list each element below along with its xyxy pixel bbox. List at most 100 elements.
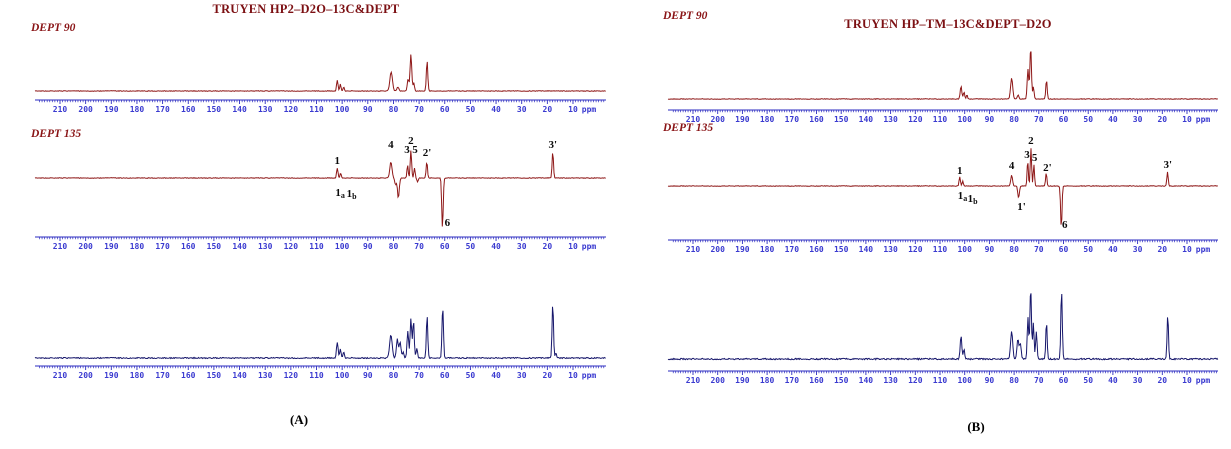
axis-a-dept90: 210 200 190 180 170 160 150 140 130 120 110 100 90 80… [35, 99, 606, 114]
axis-tick-label: 160 [181, 242, 196, 251]
axis-tick-label: 100 [335, 105, 350, 114]
spectrum-trace [34, 150, 606, 227]
axis-tick-label: 190 [735, 245, 750, 254]
panel-b-letter: (B) [967, 419, 985, 434]
axis-b-dept90: 210 200 190 180 170 160 150 140 130 120 110 100 90 80… [668, 109, 1218, 124]
axis-tick-label: 60 [1059, 115, 1069, 124]
peak-label-3: 3 [1024, 149, 1030, 161]
axis-tick-label: 180 [130, 105, 145, 114]
axis-tick-label: 50 [1083, 245, 1093, 254]
axis-tick-label: 100 [957, 115, 972, 124]
axis-tick-label: 170 [785, 376, 800, 385]
axis-tick-label: 60 [1059, 376, 1069, 385]
axis-tick-label: 100 [957, 376, 972, 385]
axis-a-dept135: 210 200 190 180 170 160 150 140 130 120 110 100 90 80… [35, 236, 606, 251]
peak-label-4: 4 [1009, 160, 1015, 172]
peak-label-2p: 2' [1043, 162, 1052, 174]
axis-tick-label: 130 [883, 376, 898, 385]
axis-tick-label: 20 [543, 371, 553, 380]
spectrum-trace [667, 293, 1219, 361]
axis-tick-label: 160 [809, 115, 824, 124]
axis-tick-label: 110 [309, 242, 324, 251]
axis-tick-label: 80 [389, 242, 399, 251]
axis-tick-label: 40 [491, 371, 501, 380]
axis-tick-label: 50 [1083, 115, 1093, 124]
spectrum-trace [667, 148, 1219, 225]
peak-label-1b: 1b [347, 188, 358, 201]
axis-tick-label: 50 [466, 371, 476, 380]
axis-tick-label: 160 [181, 105, 196, 114]
axis-tick-label: 150 [207, 371, 222, 380]
axis-tick-label: 200 [78, 242, 93, 251]
axis-tick-label: 120 [284, 371, 299, 380]
axis-tick-label: 140 [232, 371, 247, 380]
axis-unit-label: ppm [582, 371, 597, 380]
spectrum-trace [34, 306, 606, 360]
axis-tick-label: 150 [834, 115, 849, 124]
axis-tick-label: 80 [389, 105, 399, 114]
peak-label-2: 2 [408, 135, 414, 147]
axis-a-13c: 210 200 190 180 170 160 150 140 130 120 110 100 90 80… [35, 365, 606, 380]
axis-tick-label: 90 [985, 115, 995, 124]
axis-tick-label: 180 [760, 245, 775, 254]
axis-tick-label: 190 [104, 105, 119, 114]
axis-tick-label: 10 [568, 105, 578, 114]
axis-tick-label: 40 [491, 105, 501, 114]
peak-label-4: 4 [388, 139, 394, 151]
axis-tick-label: 200 [78, 105, 93, 114]
axis-tick-label: 20 [1157, 115, 1167, 124]
axis-tick-label: 130 [883, 115, 898, 124]
axis-tick-label: 50 [466, 105, 476, 114]
axis-tick-label: 110 [933, 376, 948, 385]
axis-tick-label: 70 [414, 242, 424, 251]
peak-label-3: 3 [404, 144, 410, 156]
axis-tick-label: 190 [735, 115, 750, 124]
axis-tick-label: 10 [1182, 115, 1192, 124]
axis-tick-label: 30 [1133, 115, 1143, 124]
axis-tick-label: 90 [363, 242, 373, 251]
axis-unit-label: ppm [582, 105, 597, 114]
axis-tick-label: 110 [309, 105, 324, 114]
axis-tick-label: 80 [1009, 376, 1019, 385]
peak-label-1: 1 [957, 165, 963, 177]
axis-tick-label: 180 [130, 242, 145, 251]
axis-tick-label: 60 [1059, 245, 1069, 254]
panel-b-dept135-label: DEPT 135 [663, 122, 714, 134]
axis-tick-label: 170 [155, 371, 170, 380]
axis-tick-label: 180 [130, 371, 145, 380]
peak-label-3p: 3' [548, 139, 557, 151]
axis-unit-label: ppm [582, 242, 597, 251]
axis-tick-label: 10 [1182, 376, 1192, 385]
axis-tick-label: 70 [1034, 376, 1044, 385]
axis-tick-label: 120 [908, 115, 923, 124]
axis-tick-label: 170 [155, 105, 170, 114]
axis-tick-label: 210 [686, 376, 701, 385]
axis-unit-label: ppm [1196, 115, 1211, 124]
axis-tick-label: 160 [809, 376, 824, 385]
axis-tick-label: 100 [335, 371, 350, 380]
axis-tick-label: 60 [440, 105, 450, 114]
axis-tick-label: 120 [284, 242, 299, 251]
axis-tick-label: 40 [1108, 245, 1118, 254]
axis-tick-label: 130 [258, 105, 273, 114]
axis-tick-label: 50 [1083, 376, 1093, 385]
axis-tick-label: 120 [908, 245, 923, 254]
axis-tick-label: 90 [363, 371, 373, 380]
peak-label-5: 5 [412, 144, 418, 156]
axis-tick-label: 130 [258, 371, 273, 380]
axis-tick-label: 30 [517, 371, 527, 380]
axis-tick-label: 200 [710, 245, 725, 254]
axis-tick-label: 70 [1034, 245, 1044, 254]
axis-tick-label: 70 [414, 371, 424, 380]
axis-tick-label: 130 [883, 245, 898, 254]
axis-unit-label: ppm [1196, 245, 1211, 254]
axis-tick-label: 140 [859, 115, 874, 124]
axis-tick-label: 190 [735, 376, 750, 385]
axis-tick-label: 10 [568, 371, 578, 380]
axis-tick-label: 90 [363, 105, 373, 114]
panel-b-title: TRUYEN HP–TM–13C&DEPT–D2O [844, 17, 1052, 31]
axis-tick-label: 110 [933, 245, 948, 254]
axis-tick-label: 160 [181, 371, 196, 380]
